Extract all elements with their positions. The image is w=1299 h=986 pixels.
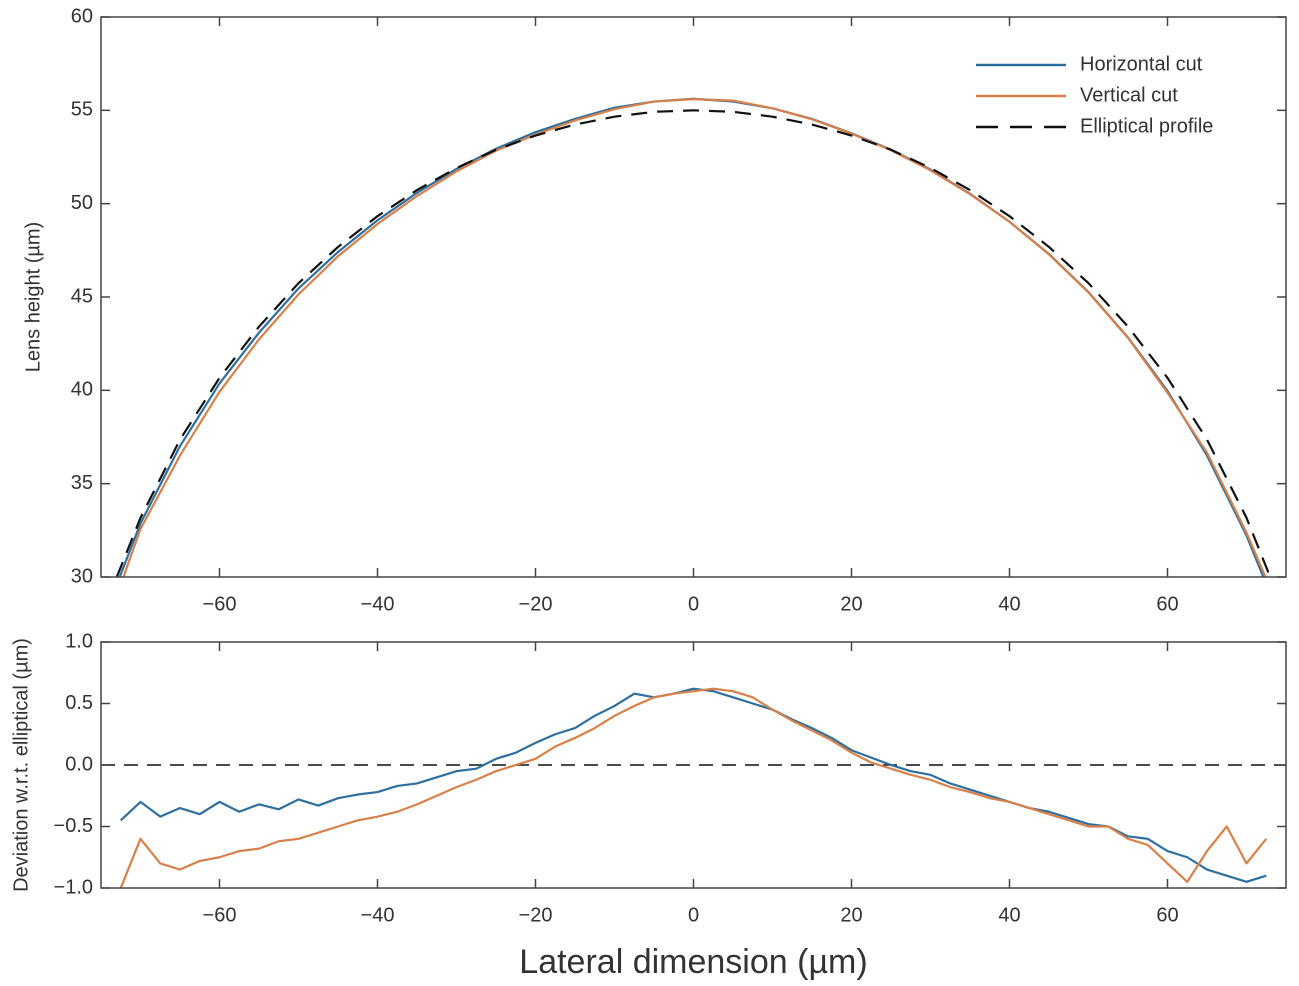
x-tick-label: 60: [1156, 593, 1178, 615]
legend-label: Elliptical profile: [1080, 115, 1213, 137]
x-tick-label: 0: [688, 904, 699, 926]
series-line: [122, 98, 1267, 577]
y-tick-label: 50: [71, 192, 93, 214]
y-axis-label: Lens height (µm): [22, 222, 44, 372]
y-tick-label: 0.5: [65, 692, 93, 714]
x-tick-label: −60: [203, 904, 237, 926]
plot-area: [101, 687, 1286, 888]
x-tick-label: −20: [519, 593, 553, 615]
y-tick-label: 45: [71, 285, 93, 307]
y-tick-label: 40: [71, 379, 93, 401]
x-tick-label: −40: [361, 593, 395, 615]
y-tick-label: 0.0: [65, 753, 93, 775]
x-tick-label: −60: [203, 593, 237, 615]
series-line: [118, 97, 1265, 577]
legend-label: Horizontal cut: [1080, 53, 1203, 75]
x-tick-label: 40: [998, 593, 1020, 615]
y-tick-label: −0.5: [54, 815, 93, 837]
x-tick-label: −20: [519, 904, 553, 926]
x-axis-label: Lateral dimension (µm): [519, 943, 867, 981]
x-tick-label: 60: [1156, 904, 1178, 926]
y-tick-label: 60: [71, 5, 93, 27]
x-tick-label: 0: [688, 593, 699, 615]
x-tick-label: 20: [840, 904, 862, 926]
y-tick-label: 55: [71, 99, 93, 121]
x-tick-label: 20: [840, 593, 862, 615]
y-tick-label: −1.0: [54, 876, 93, 898]
y-tick-label: 1.0: [65, 630, 93, 652]
plot-area: [115, 97, 1272, 577]
series-line: [115, 109, 1272, 577]
y-tick-label: 30: [71, 565, 93, 587]
y-axis-label: Deviation w.r.t. elliptical (µm): [10, 638, 32, 892]
y-tick-label: 35: [71, 472, 93, 494]
x-tick-label: −40: [361, 904, 395, 926]
legend-label: Vertical cut: [1080, 84, 1178, 106]
series-line: [119, 687, 1267, 883]
x-tick-label: 40: [998, 904, 1020, 926]
axes-frame: [100, 641, 1287, 889]
series-line: [119, 687, 1268, 888]
